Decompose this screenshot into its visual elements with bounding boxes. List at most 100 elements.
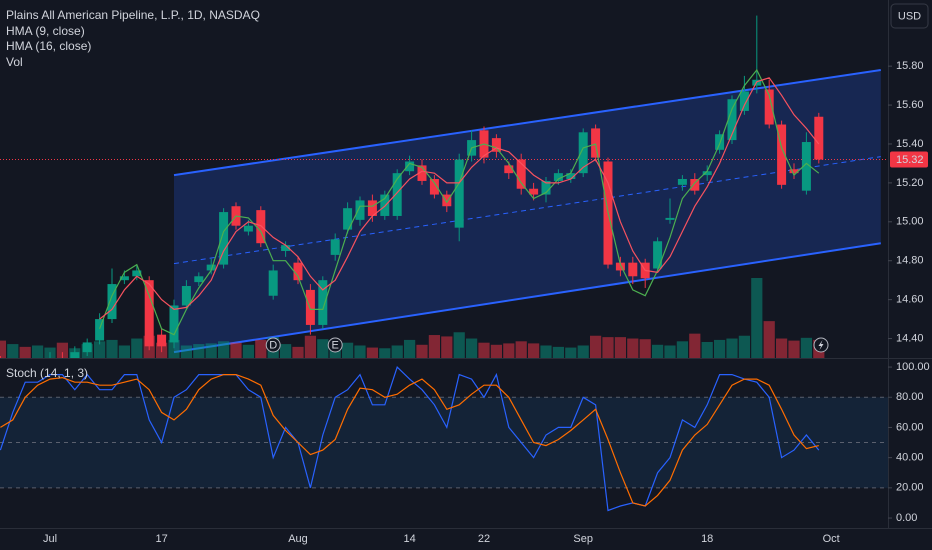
y-tick-label: 15.40 — [896, 138, 924, 150]
volume-bar — [118, 345, 130, 358]
candle-body — [715, 134, 725, 150]
candle-body — [70, 352, 80, 358]
volume-bar — [56, 342, 68, 358]
candle-body — [727, 99, 737, 141]
candle-body — [119, 276, 129, 281]
indicator-label: Stoch (14, 1, 3) — [6, 366, 88, 380]
volume-bar — [664, 345, 676, 358]
event-badge — [327, 337, 343, 353]
candle-body — [653, 241, 663, 269]
y-tick-label: 14.80 — [896, 255, 924, 267]
candle-body — [305, 289, 315, 325]
legend: Plains All American Pipeline, L.P., 1D, … — [6, 8, 260, 380]
stoch-tick-label: 0.00 — [896, 512, 917, 524]
volume-bar — [280, 344, 292, 358]
volume-bar — [466, 338, 478, 358]
volume-bar — [627, 338, 639, 358]
x-tick-label: Sep — [573, 533, 593, 545]
currency-button[interactable] — [890, 3, 929, 29]
stoch-tick-label: 40.00 — [896, 452, 924, 464]
event-label: E — [332, 339, 339, 351]
candle-body — [814, 116, 824, 160]
candle-body — [628, 262, 638, 277]
volume-bar — [776, 338, 788, 358]
candle-body — [181, 286, 191, 306]
y-tick-label: 14.40 — [896, 332, 924, 344]
volume-bar — [94, 341, 106, 358]
volume-bar — [32, 345, 44, 358]
candle-body — [405, 161, 415, 172]
stoch-tick-label: 100.00 — [896, 361, 930, 373]
volume-bar — [763, 321, 775, 358]
hma-line — [99, 77, 820, 320]
stoch-tick-label: 80.00 — [896, 391, 924, 403]
candle-body — [355, 200, 365, 220]
event-badge — [265, 337, 281, 353]
channel-lower — [173, 242, 881, 354]
x-tick-label: Jul — [43, 533, 57, 545]
volume-bar — [639, 339, 651, 358]
candle-body — [95, 319, 105, 341]
candle-body — [541, 180, 551, 195]
candle-body — [429, 179, 439, 195]
volume-bar — [602, 337, 614, 358]
volume-bar — [515, 341, 527, 358]
volume-bar — [379, 348, 391, 358]
volume-bar — [404, 339, 416, 358]
candle-body — [219, 212, 229, 265]
candle-body — [491, 138, 501, 152]
x-tick-label: Aug — [288, 533, 308, 545]
candle-body — [206, 264, 216, 271]
candle-body — [739, 91, 749, 111]
candle-body — [789, 169, 799, 174]
volume-bar — [19, 346, 31, 358]
y-tick-label: 14.60 — [896, 294, 924, 306]
volume-bar — [528, 343, 540, 358]
volume-bar — [738, 335, 750, 358]
volume-bar — [676, 341, 688, 358]
volume-bar — [106, 339, 118, 358]
volume-bar — [428, 335, 440, 358]
stoch-tick-label: 20.00 — [896, 482, 924, 494]
candle-body — [194, 276, 204, 283]
currency[interactable]: USD — [898, 10, 921, 22]
volume-bar — [714, 339, 726, 358]
volume-bar — [242, 344, 254, 358]
volume-bar — [726, 338, 738, 358]
candle-body — [504, 165, 514, 174]
candle-body — [293, 262, 303, 281]
volume-bar — [304, 335, 316, 358]
x-tick-label: 17 — [155, 533, 167, 545]
last-price-box — [890, 151, 928, 168]
volume-bar — [689, 333, 701, 358]
volume-bar — [788, 340, 800, 358]
candle-body — [777, 124, 787, 185]
volume-bar — [552, 346, 564, 358]
candle-body — [529, 188, 539, 195]
candle-body — [677, 179, 687, 185]
volume-bar — [652, 344, 664, 358]
candle-body — [318, 280, 328, 325]
candle-body — [169, 305, 179, 343]
volume-bar — [416, 344, 428, 358]
x-tick-label: Oct — [823, 533, 840, 545]
candle-body — [107, 284, 117, 320]
volume-bar — [131, 338, 143, 358]
y-tick-label: 15.60 — [896, 99, 924, 111]
y-tick-label: 15.20 — [896, 177, 924, 189]
candle-body — [764, 89, 774, 125]
candle-body — [665, 217, 675, 220]
candle-body — [566, 173, 576, 179]
volume-bar — [218, 341, 230, 358]
stoch-pane — [0, 366, 888, 512]
candle-body — [82, 342, 92, 353]
volume-bar — [701, 342, 713, 358]
candle-body — [615, 262, 625, 271]
volume-bar — [490, 344, 502, 358]
candle-body — [442, 194, 452, 207]
stoch-tick-label: 60.00 — [896, 421, 924, 433]
candle-body — [454, 159, 464, 228]
x-tick-label: 18 — [701, 533, 713, 545]
candle-body — [132, 270, 142, 277]
